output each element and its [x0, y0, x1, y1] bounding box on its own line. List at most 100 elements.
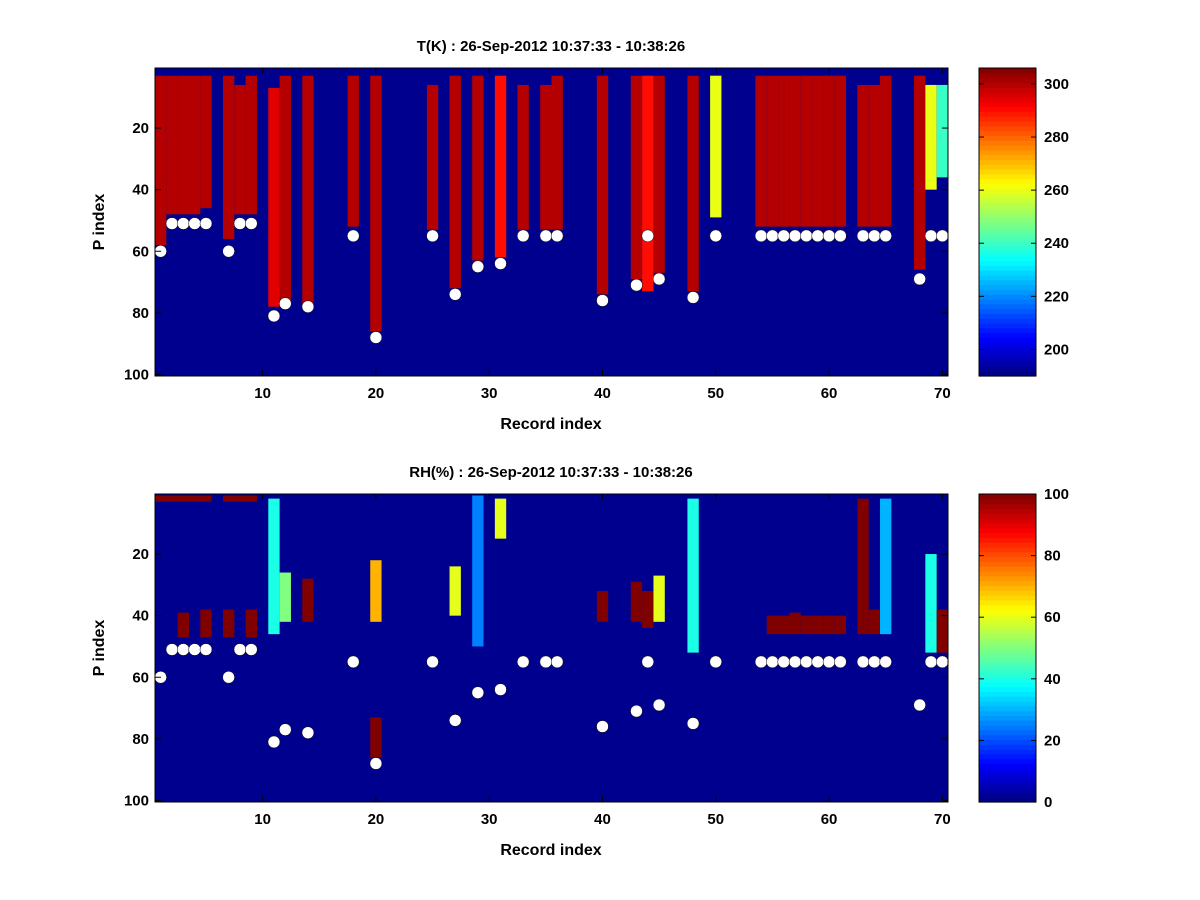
data-marker	[369, 757, 383, 770]
colorbar-tick-label: 280	[1044, 129, 1069, 146]
colorbar-segment	[979, 337, 1036, 343]
data-marker	[777, 655, 790, 669]
colorbar-segment	[979, 197, 1036, 204]
colorbar-segment	[979, 308, 1036, 315]
colorbar-segment	[979, 710, 1036, 716]
y-axis: 20 40 60 80 100	[124, 120, 948, 383]
heatmap-column	[472, 495, 484, 647]
colorbar-frame	[978, 493, 1037, 803]
colorbar-segment	[979, 279, 1036, 286]
x-tick-label: 30	[481, 811, 498, 828]
colorbar-tick-label: 20	[1044, 732, 1061, 749]
colorbar-segment	[979, 773, 1036, 779]
data-marker	[471, 686, 485, 699]
colorbar-segment	[979, 361, 1036, 367]
heatmap-column	[188, 495, 201, 502]
colorbar-segment	[979, 164, 1036, 170]
x-tick-label: 20	[368, 385, 385, 402]
colorbar-segment	[979, 87, 1036, 93]
colorbar-segment	[979, 212, 1036, 218]
colorbar-segment	[979, 145, 1036, 151]
heatmap-column	[177, 75, 189, 215]
chart-title: T(K) : 26-Sep-2012 10:37:33 - 10:38:26	[417, 38, 685, 55]
colorbar-segment	[979, 753, 1036, 760]
data-marker	[233, 217, 247, 230]
colorbar-segment	[979, 173, 1036, 180]
heatmap-column	[155, 495, 167, 502]
colorbar-segment	[979, 744, 1036, 750]
panel-temperature: T(K) : 26-Sep-2012 10:37:33 - 10:38:26 1…	[91, 38, 1069, 433]
data-marker	[426, 655, 439, 669]
heatmap-column	[234, 84, 246, 215]
data-marker	[800, 655, 813, 669]
colorbar-segment	[979, 662, 1036, 668]
heatmap-layer	[155, 75, 948, 332]
data-marker	[630, 704, 643, 718]
data-marker	[913, 698, 926, 712]
data-marker	[516, 229, 530, 243]
heatmap-column	[370, 717, 382, 758]
data-marker	[777, 229, 790, 243]
colorbar-tick-label: 80	[1044, 548, 1061, 565]
heatmap-column	[642, 75, 654, 292]
heatmap-column	[517, 84, 529, 230]
data-marker	[245, 217, 258, 230]
y-tick-label: 20	[132, 120, 149, 137]
data-marker	[188, 643, 201, 656]
colorbar-segment	[979, 92, 1036, 98]
heatmap-column	[551, 75, 563, 230]
y-axis: 20 40 60 80 100	[124, 546, 948, 809]
colorbar-segment	[979, 566, 1036, 572]
data-marker	[936, 655, 949, 669]
data-marker	[856, 655, 870, 669]
heatmap-column	[596, 591, 609, 622]
x-axis-label: Record index	[500, 416, 601, 433]
data-marker	[233, 643, 247, 656]
colorbar-segment	[979, 792, 1036, 798]
y-tick-label: 100	[124, 792, 149, 809]
data-marker	[709, 229, 723, 243]
data-marker	[652, 698, 666, 712]
colorbar-segment	[979, 356, 1036, 363]
heatmap-column	[200, 609, 212, 638]
heatmap-column	[789, 612, 801, 635]
heatmap-column	[687, 498, 699, 653]
colorbar-segment	[979, 82, 1036, 88]
heatmap-column	[302, 75, 314, 304]
colorbar-segment	[979, 628, 1036, 635]
data-marker	[822, 229, 836, 243]
data-marker	[924, 655, 938, 669]
colorbar-segment	[979, 222, 1036, 228]
data-marker	[222, 671, 235, 684]
heatmap-column	[766, 615, 779, 635]
colorbar-segment	[979, 130, 1036, 136]
colorbar-segment	[979, 667, 1036, 673]
colorbar-segment	[979, 193, 1036, 199]
colorbar-segment	[979, 318, 1036, 324]
colorbar-segment	[979, 782, 1036, 789]
data-marker	[834, 229, 847, 243]
colorbar-segment	[979, 178, 1036, 185]
heatmap-column	[370, 75, 382, 332]
heatmap-column	[426, 84, 439, 230]
data-marker	[448, 714, 462, 727]
data-marker	[924, 229, 938, 243]
data-marker	[494, 683, 507, 696]
colorbar-segment	[979, 96, 1036, 103]
colorbar-segment	[979, 758, 1036, 765]
data-marker	[641, 655, 655, 669]
heatmap-column	[778, 75, 790, 227]
colorbar-segment	[979, 371, 1036, 377]
y-tick-label: 60	[132, 669, 149, 686]
colorbar-segment	[979, 265, 1036, 271]
colorbar-tick-label: 220	[1044, 288, 1069, 305]
colorbar-segment	[979, 691, 1036, 697]
colorbar-segment	[979, 289, 1036, 295]
colorbar-segment	[979, 513, 1036, 519]
x-tick-label: 30	[481, 385, 498, 402]
heatmap-column	[279, 75, 291, 301]
heatmap-column	[177, 495, 189, 502]
colorbar-segment	[979, 638, 1036, 644]
colorbar-segment	[979, 676, 1036, 683]
